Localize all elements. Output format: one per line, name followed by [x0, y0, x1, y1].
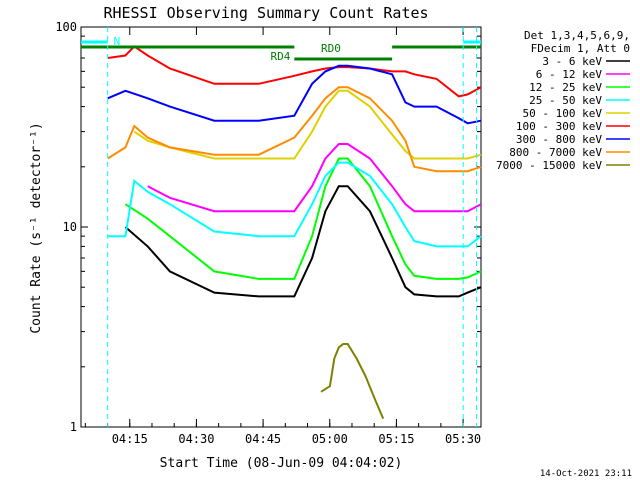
legend-entry-label: 100 - 300 keV	[516, 120, 602, 133]
x-tick-label: 05:30	[445, 432, 481, 446]
flag-label-n: N	[114, 35, 121, 48]
legend-entry-label: 300 - 800 keV	[516, 133, 602, 146]
y-tick-label: 100	[55, 20, 77, 34]
legend-entry-label: 12 - 25 keV	[529, 81, 602, 94]
legend-header-line: Det 1,3,4,5,6,9,	[524, 29, 630, 42]
x-tick-label: 04:45	[245, 432, 281, 446]
x-tick-label: 04:30	[178, 432, 214, 446]
x-axis-label: Start Time (08-Jun-09 04:04:02)	[160, 456, 403, 471]
series-line-4	[133, 89, 482, 160]
series-line-2	[124, 157, 482, 280]
flag-label-rd4: RD4	[270, 50, 290, 63]
legend-header-line: FDecim 1, Att 0	[531, 42, 630, 55]
y-axis-label: Count Rate (s⁻¹ detector⁻¹)	[29, 122, 44, 333]
legend-entry-label: 800 - 7000 keV	[509, 146, 602, 159]
y-tick-label: 10	[63, 220, 77, 234]
x-tick-label: 05:00	[312, 432, 348, 446]
series-line-7	[107, 86, 482, 173]
legend-entry-label: 25 - 50 keV	[529, 94, 602, 107]
legend-entry-label: 6 - 12 keV	[536, 68, 603, 81]
footer-timestamp: 14-Oct-2021 23:11	[540, 469, 632, 479]
legend-entry-label: 50 - 100 keV	[523, 107, 603, 120]
series-line-0	[124, 185, 482, 298]
legend-entry-label: 7000 - 15000 keV	[496, 159, 602, 172]
x-tick-label: 05:15	[378, 432, 414, 446]
x-tick-label: 04:15	[112, 432, 148, 446]
series-line-8	[320, 343, 385, 420]
chart-title: RHESSI Observing Summary Count Rates	[103, 4, 428, 22]
series-line-3	[107, 161, 482, 248]
y-tick-label: 1	[70, 420, 77, 434]
series-line-5	[107, 45, 482, 98]
series-line-1	[147, 143, 482, 213]
plot-frame	[80, 26, 482, 428]
flag-label-rd0: RD0	[321, 42, 341, 55]
legend-entry-label: 3 - 6 keV	[542, 55, 602, 68]
series-line-6	[107, 64, 482, 125]
